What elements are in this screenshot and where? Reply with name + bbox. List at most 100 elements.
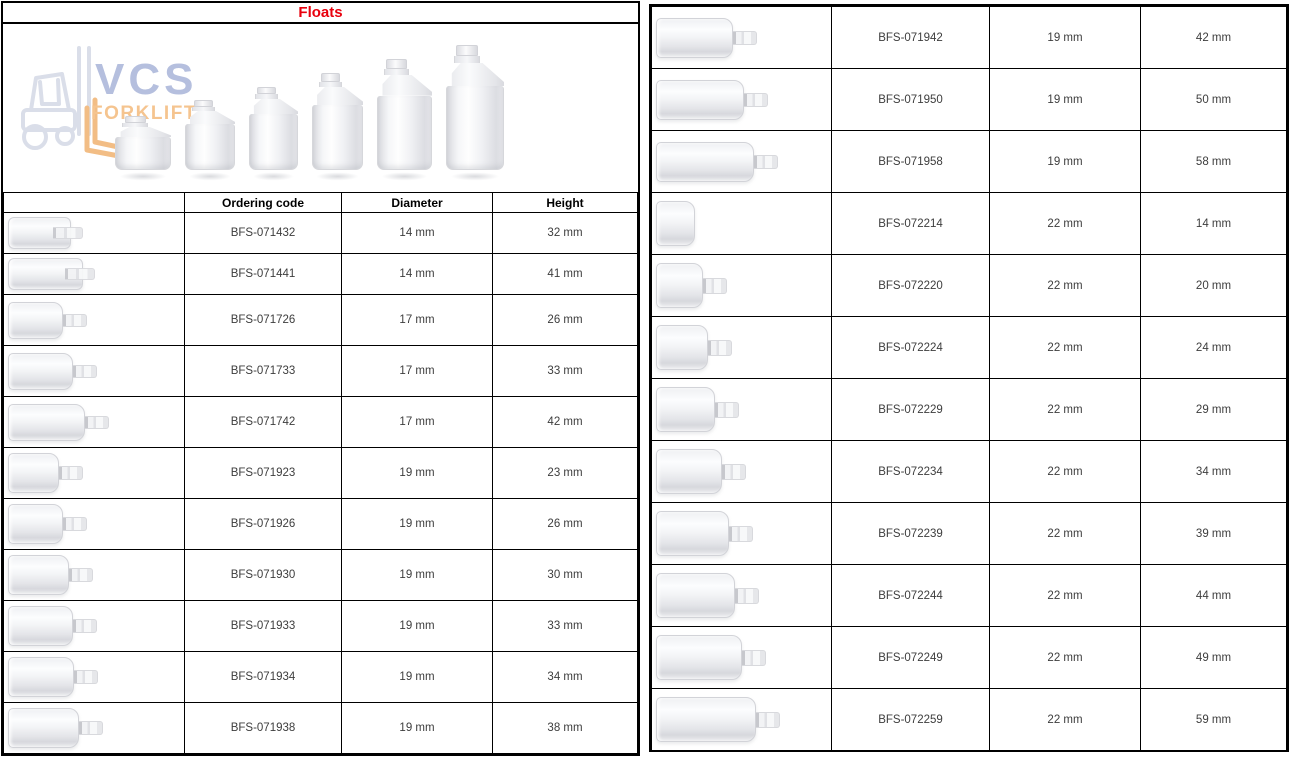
right-panel: BFS-071942 19 mm 42 mm BFS-071950 19 mm 50 mm… bbox=[649, 4, 1289, 752]
bottle-illustration bbox=[446, 45, 504, 183]
float-product-image bbox=[656, 79, 827, 120]
ordering-code-cell: BFS-071432 bbox=[184, 212, 342, 254]
height-cell: 26 mm bbox=[492, 294, 638, 346]
vcs-forklifts-logo: VCS FORKLIFTS bbox=[15, 40, 345, 175]
float-product-image bbox=[656, 17, 827, 58]
float-product-image bbox=[8, 301, 180, 339]
float-image-cell bbox=[3, 498, 185, 550]
bottle-illustration bbox=[115, 116, 171, 183]
table-row: BFS-071726 17 mm 26 mm bbox=[3, 294, 638, 346]
float-image-cell bbox=[3, 447, 185, 499]
banner: VCS FORKLIFTS bbox=[3, 24, 638, 192]
float-image-cell bbox=[651, 130, 832, 193]
table-row: BFS-071930 19 mm 30 mm bbox=[3, 549, 638, 601]
float-image-cell bbox=[651, 688, 832, 751]
height-cell: 42 mm bbox=[1140, 6, 1287, 69]
diameter-cell: 22 mm bbox=[989, 502, 1141, 565]
table-row: BFS-071958 19 mm 58 mm bbox=[651, 130, 1287, 193]
diameter-cell: 22 mm bbox=[989, 688, 1141, 751]
float-product-image bbox=[656, 325, 827, 370]
ordering-code-cell: BFS-071926 bbox=[184, 498, 342, 550]
ordering-code-cell: BFS-072214 bbox=[831, 192, 990, 255]
ordering-code-cell: BFS-071742 bbox=[184, 396, 342, 448]
height-cell: 33 mm bbox=[492, 345, 638, 397]
height-cell: 49 mm bbox=[1140, 626, 1287, 689]
height-cell: 38 mm bbox=[492, 702, 638, 754]
float-image-cell bbox=[3, 702, 185, 754]
ordering-code-cell: BFS-071923 bbox=[184, 447, 342, 499]
diameter-cell: 22 mm bbox=[989, 316, 1141, 379]
float-image-cell bbox=[651, 626, 832, 689]
float-image-cell bbox=[3, 253, 185, 295]
bottle-illustration bbox=[249, 87, 298, 183]
bottle-illustration bbox=[377, 59, 432, 183]
diameter-cell: 19 mm bbox=[341, 651, 493, 703]
ordering-code-cell: BFS-072259 bbox=[831, 688, 990, 751]
table-row: BFS-072244 22 mm 44 mm bbox=[651, 564, 1287, 627]
float-product-image bbox=[8, 657, 180, 697]
float-image-cell bbox=[3, 345, 185, 397]
float-product-image bbox=[8, 453, 180, 493]
height-cell: 26 mm bbox=[492, 498, 638, 550]
ordering-code-cell: BFS-071733 bbox=[184, 345, 342, 397]
table-row: BFS-072239 22 mm 39 mm bbox=[651, 502, 1287, 565]
table-row: BFS-071432 14 mm 32 mm bbox=[3, 212, 638, 254]
table-row: BFS-071926 19 mm 26 mm bbox=[3, 498, 638, 550]
float-product-image bbox=[8, 352, 180, 390]
diameter-cell: 19 mm bbox=[341, 549, 493, 601]
diameter-cell: 19 mm bbox=[989, 130, 1141, 193]
ordering-code-cell: BFS-072244 bbox=[831, 564, 990, 627]
ordering-code-cell: BFS-071950 bbox=[831, 68, 990, 131]
forklift-icon bbox=[21, 46, 125, 159]
ordering-code-header: Ordering code bbox=[184, 192, 342, 213]
diameter-cell: 17 mm bbox=[341, 294, 493, 346]
ordering-code-cell: BFS-072229 bbox=[831, 378, 990, 441]
float-image-cell bbox=[3, 212, 185, 254]
float-sizes-illustration bbox=[115, 45, 504, 183]
height-cell: 24 mm bbox=[1140, 316, 1287, 379]
ordering-code-cell: BFS-071938 bbox=[184, 702, 342, 754]
float-image-cell bbox=[651, 440, 832, 503]
table-row: BFS-072214 22 mm 14 mm bbox=[651, 192, 1287, 255]
table-row: BFS-072234 22 mm 34 mm bbox=[651, 440, 1287, 503]
float-image-cell bbox=[651, 564, 832, 627]
height-cell: 29 mm bbox=[1140, 378, 1287, 441]
table-row: BFS-071441 14 mm 41 mm bbox=[3, 253, 638, 295]
float-product-image bbox=[656, 511, 827, 556]
float-image-cell bbox=[651, 502, 832, 565]
left-panel: Floats bbox=[1, 1, 640, 756]
ordering-code-cell: BFS-072224 bbox=[831, 316, 990, 379]
float-product-image bbox=[8, 504, 180, 544]
table-row: BFS-071733 17 mm 33 mm bbox=[3, 345, 638, 397]
diameter-cell: 22 mm bbox=[989, 192, 1141, 255]
height-cell: 30 mm bbox=[492, 549, 638, 601]
diameter-cell: 19 mm bbox=[341, 702, 493, 754]
ordering-code-cell: BFS-071930 bbox=[184, 549, 342, 601]
height-cell: 23 mm bbox=[492, 447, 638, 499]
diameter-cell: 19 mm bbox=[989, 68, 1141, 131]
ordering-code-cell: BFS-072249 bbox=[831, 626, 990, 689]
float-product-image bbox=[656, 449, 827, 494]
logo-brand-text: VCS bbox=[95, 55, 198, 104]
float-image-cell bbox=[651, 316, 832, 379]
height-cell: 34 mm bbox=[1140, 440, 1287, 503]
diameter-cell: 19 mm bbox=[341, 447, 493, 499]
height-cell: 58 mm bbox=[1140, 130, 1287, 193]
ordering-code-cell: BFS-071934 bbox=[184, 651, 342, 703]
float-image-cell bbox=[651, 6, 832, 69]
float-product-image bbox=[656, 573, 827, 618]
diameter-header: Diameter bbox=[341, 192, 493, 213]
height-cell: 32 mm bbox=[492, 212, 638, 254]
table-row: BFS-071742 17 mm 42 mm bbox=[3, 396, 638, 448]
table-row: BFS-071934 19 mm 34 mm bbox=[3, 651, 638, 703]
diameter-cell: 22 mm bbox=[989, 378, 1141, 441]
float-image-cell bbox=[651, 192, 832, 255]
title-bar: Floats bbox=[3, 3, 638, 24]
height-cell: 20 mm bbox=[1140, 254, 1287, 317]
height-cell: 33 mm bbox=[492, 600, 638, 652]
float-product-image bbox=[656, 201, 827, 246]
float-image-cell bbox=[3, 294, 185, 346]
ordering-code-cell: BFS-071942 bbox=[831, 6, 990, 69]
page-title: Floats bbox=[298, 4, 343, 21]
ordering-code-cell: BFS-071933 bbox=[184, 600, 342, 652]
